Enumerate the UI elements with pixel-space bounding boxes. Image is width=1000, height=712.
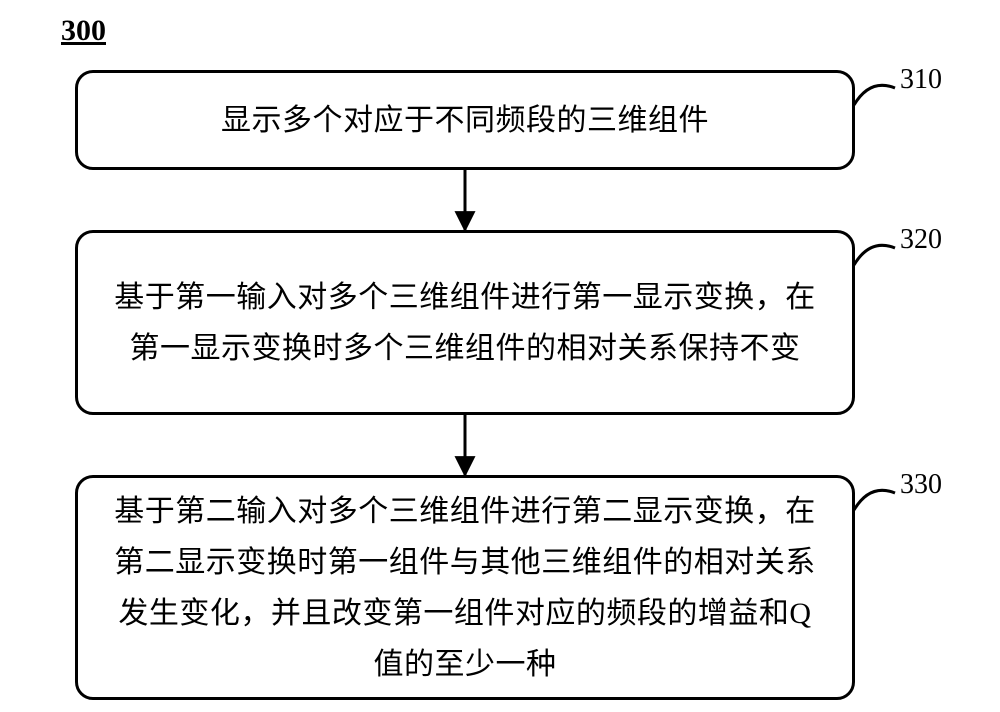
arrow-320-to-330 xyxy=(0,0,1000,712)
